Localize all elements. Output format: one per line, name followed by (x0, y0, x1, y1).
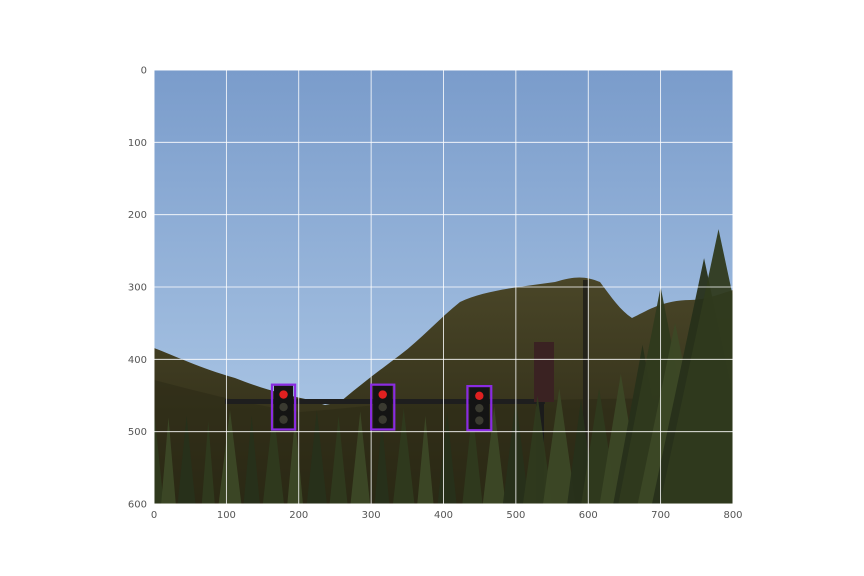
pine-tree (201, 420, 215, 504)
pine-tree (417, 415, 434, 504)
bounding-box (370, 383, 396, 431)
y-axis: 0 100 200 300 400 500 600 (128, 66, 147, 511)
green-lamp (475, 416, 484, 425)
pine-tree (374, 420, 390, 504)
y-tick-label: 500 (128, 427, 147, 438)
y-tick-label: 400 (128, 355, 147, 366)
x-tick-label: 800 (723, 510, 742, 521)
pine-trees (154, 229, 733, 504)
traffic-light-detection (370, 383, 396, 431)
pine-tree (543, 388, 576, 504)
y-tick-label: 100 (128, 138, 147, 149)
background-pole (583, 280, 588, 504)
x-tick-label: 100 (217, 510, 236, 521)
y-tick-label: 300 (128, 283, 147, 294)
x-tick-label: 500 (506, 510, 525, 521)
bounding-box (270, 383, 297, 431)
detections-layer (270, 383, 493, 432)
pine-tree (659, 229, 733, 504)
x-tick-label: 200 (289, 510, 308, 521)
x-tick-label: 300 (362, 510, 381, 521)
x-tick-label: 0 (151, 510, 157, 521)
pine-tree (306, 409, 327, 504)
pine-tree (462, 409, 483, 504)
pine-tree (522, 395, 553, 504)
pine-tree (482, 406, 506, 504)
x-tick-label: 700 (651, 510, 670, 521)
x-tick-label: 600 (579, 510, 598, 521)
y-tick-label: 600 (128, 500, 147, 511)
pine-tree (243, 415, 260, 504)
pine-tree (177, 415, 196, 504)
pine-tree (392, 408, 415, 504)
yellow-lamp (279, 402, 288, 412)
traffic-light-detection (466, 384, 493, 432)
distant-signal (534, 342, 554, 402)
y-tick-label: 0 (141, 66, 147, 77)
pine-tree (350, 411, 371, 504)
pine-tree (329, 415, 348, 504)
pine-tree (218, 409, 242, 504)
pine-tree (262, 408, 284, 504)
x-axis: 0 100 200 300 400 500 600 700 800 (151, 510, 743, 521)
yellow-lamp (378, 402, 387, 412)
traffic-light-detection (270, 383, 297, 431)
green-lamp (378, 415, 387, 424)
pine-tree (154, 409, 164, 504)
bounding-box (466, 384, 493, 432)
red-lamp (279, 390, 288, 399)
yellow-lamp (475, 403, 484, 413)
green-lamp (279, 415, 288, 424)
plot-frame (153, 69, 734, 505)
pine-tree (437, 411, 457, 504)
y-tick-label: 200 (128, 210, 147, 221)
pine-tree (161, 417, 176, 504)
x-tick-label: 400 (434, 510, 453, 521)
red-lamp (475, 391, 484, 401)
red-lamp (378, 390, 387, 399)
